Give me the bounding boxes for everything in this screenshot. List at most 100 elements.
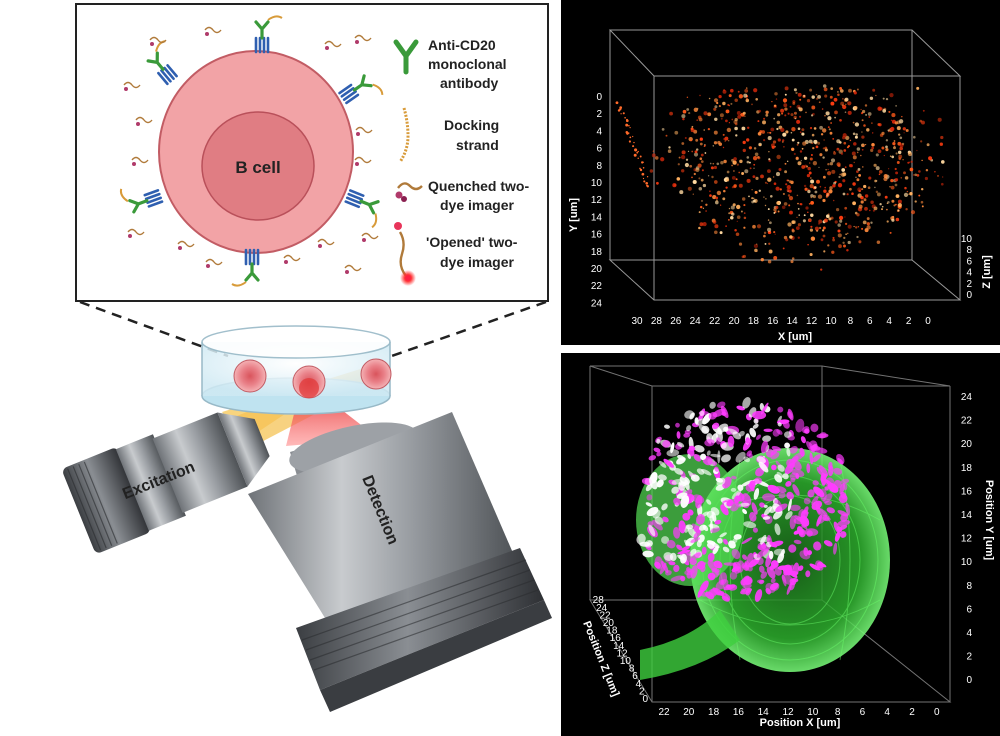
hot-signal-point — [791, 220, 795, 224]
magenta-signal-point — [715, 477, 724, 483]
hot-signal-point — [871, 146, 875, 150]
hot-signal-point — [728, 104, 730, 107]
magenta-signal-point — [735, 451, 746, 463]
hot-signal-point — [702, 222, 707, 227]
hot-signal-point — [754, 248, 758, 253]
hot-signal-point — [868, 116, 871, 118]
hot-signal-point — [803, 184, 807, 188]
hot-signal-point — [872, 209, 875, 212]
hot-signal-point — [863, 184, 867, 189]
magenta-signal-point — [815, 502, 821, 516]
hot-signal-point — [768, 249, 773, 254]
hot-signal-point — [921, 205, 924, 208]
hot-signal-point — [699, 157, 703, 160]
hot-signal-point — [808, 162, 811, 164]
magenta-signal-point — [712, 546, 719, 555]
panel-bottom-x-title: Position X [um] — [760, 717, 841, 729]
panel-bottom-z-tick: 0 — [642, 694, 648, 705]
hot-signal-point — [767, 169, 771, 173]
hot-signal-point — [814, 226, 819, 231]
hot-signal-point — [847, 224, 852, 229]
hot-signal-point — [830, 101, 835, 106]
hot-signal-point — [827, 126, 830, 128]
hot-signal-point — [934, 171, 936, 173]
receptor-complex — [338, 74, 384, 105]
magenta-signal-point — [791, 468, 805, 477]
hot-signal-point — [901, 115, 903, 118]
hot-signal-point — [788, 196, 794, 201]
panel-top-bounding-box — [608, 29, 962, 301]
hot-signal-point — [643, 180, 646, 183]
hot-signal-point — [697, 115, 702, 120]
hot-signal-point — [801, 147, 804, 150]
hot-signal-point — [707, 175, 710, 177]
hot-signal-point — [760, 258, 764, 262]
hot-signal-point — [803, 156, 808, 160]
hot-signal-point — [903, 192, 909, 198]
hot-signal-point — [728, 140, 730, 142]
hot-signal-point — [810, 126, 813, 129]
hot-signal-point — [734, 98, 738, 103]
hot-signal-point — [748, 146, 752, 150]
hot-signal-point — [878, 123, 882, 127]
hot-signal-point — [710, 166, 714, 170]
magenta-signal-point — [763, 504, 768, 508]
hot-signal-point — [790, 260, 794, 264]
hot-signal-point — [781, 112, 784, 115]
hot-signal-point — [822, 175, 826, 179]
hot-signal-point — [891, 199, 895, 203]
magenta-signal-point — [684, 525, 690, 533]
hot-signal-point — [862, 109, 866, 114]
hot-signal-point — [719, 113, 724, 118]
panel-bottom-x-tick: 16 — [733, 707, 745, 718]
hot-signal-point — [907, 161, 910, 164]
hot-signal-point — [766, 182, 768, 185]
hot-signal-point — [767, 208, 770, 211]
panel-bottom-x-tick: 12 — [782, 707, 794, 718]
magenta-signal-point — [774, 567, 782, 576]
magenta-signal-point — [695, 495, 703, 509]
legend-item-quenched-imager: Quenched two- dye imager — [395, 178, 529, 213]
panel-bottom-x-tick: 8 — [835, 707, 841, 718]
hot-signal-point — [784, 162, 787, 165]
hot-signal-point — [724, 140, 727, 142]
magenta-signal-point — [661, 560, 669, 573]
hot-signal-point — [813, 186, 817, 189]
hot-signal-point — [700, 153, 704, 157]
hot-signal-point — [715, 196, 719, 200]
panel-bottom-z-tick: 6 — [632, 671, 638, 682]
hot-signal-point — [781, 205, 786, 210]
hot-signal-point — [730, 88, 734, 93]
hot-signal-point — [796, 119, 801, 124]
hot-signal-point — [838, 215, 844, 221]
hot-signal-point — [856, 147, 861, 151]
hot-signal-point — [799, 115, 802, 118]
panel-top-x-tick: 24 — [690, 316, 702, 327]
hot-signal-point — [798, 214, 800, 216]
hot-signal-point — [713, 141, 718, 145]
hot-signal-point — [829, 186, 833, 190]
hot-signal-point — [696, 119, 698, 121]
hot-signal-point — [836, 90, 839, 93]
hot-signal-point — [738, 183, 743, 188]
magenta-signal-point — [834, 531, 841, 542]
magenta-signal-point — [786, 491, 794, 500]
zoom-line-right — [385, 300, 547, 360]
magenta-signal-point — [784, 564, 792, 570]
hot-signal-point — [784, 114, 787, 117]
hot-signal-point — [843, 141, 847, 145]
magenta-signal-point — [706, 450, 711, 456]
hot-signal-point — [899, 146, 903, 151]
hot-signal-point — [684, 162, 689, 168]
hot-signal-point — [916, 174, 920, 177]
hot-signal-point — [783, 103, 788, 108]
hot-signal-point — [890, 126, 895, 132]
magenta-signal-point — [837, 519, 851, 527]
magenta-signal-point — [799, 550, 811, 560]
hot-signal-point — [745, 98, 750, 103]
hot-signal-point — [789, 235, 793, 239]
hot-signal-point — [783, 145, 785, 148]
hot-signal-point — [828, 189, 833, 194]
hot-signal-point — [680, 154, 686, 160]
magenta-signal-point — [719, 532, 727, 538]
